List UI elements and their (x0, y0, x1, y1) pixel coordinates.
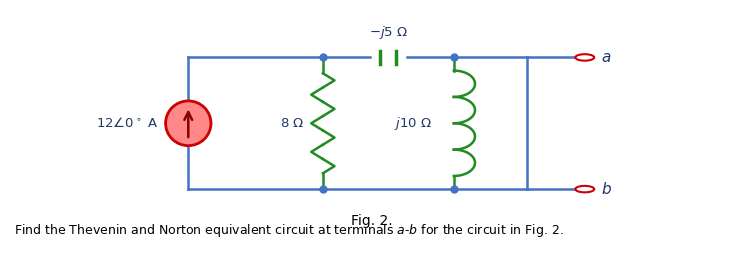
Text: $a$: $a$ (601, 50, 611, 65)
Circle shape (575, 54, 594, 61)
Circle shape (575, 186, 594, 192)
Text: $8\ \Omega$: $8\ \Omega$ (280, 117, 305, 130)
Text: Find the Thevenin and Norton equivalent circuit at terminals $a$-$b$ for the cir: Find the Thevenin and Norton equivalent … (14, 222, 564, 239)
Text: $j10\ \Omega$: $j10\ \Omega$ (394, 115, 432, 132)
Text: $b$: $b$ (601, 181, 612, 197)
Text: $-j5\ \Omega$: $-j5\ \Omega$ (369, 24, 408, 41)
Ellipse shape (166, 101, 211, 146)
Text: $12\angle 0^\circ$ A: $12\angle 0^\circ$ A (96, 116, 158, 130)
Text: Fig. 2.: Fig. 2. (351, 214, 393, 228)
